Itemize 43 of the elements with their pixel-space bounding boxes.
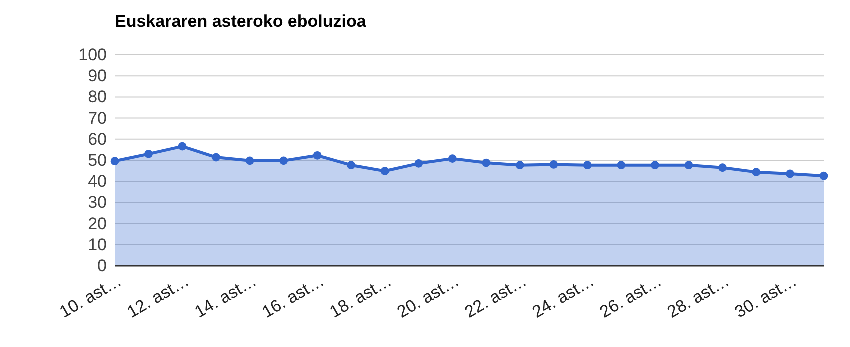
point	[482, 158, 491, 168]
point	[516, 161, 524, 170]
x-tick-label: 14. ast…	[192, 271, 260, 322]
x-tick-label: 20. ast…	[394, 271, 463, 322]
x-tick-label: 28. ast…	[664, 271, 733, 322]
point	[752, 168, 761, 177]
point	[583, 161, 592, 170]
point	[820, 172, 828, 180]
y-tick-label: 60	[88, 130, 107, 149]
point	[550, 160, 558, 169]
x-tick-label: 16. ast…	[259, 271, 328, 322]
x-tick-label: 12. ast…	[124, 271, 192, 322]
point	[347, 161, 356, 170]
point	[144, 150, 153, 158]
y-tick-label: 100	[78, 45, 107, 64]
point	[718, 164, 727, 172]
point	[786, 170, 794, 178]
y-tick-label: 70	[88, 108, 107, 128]
point	[246, 156, 254, 166]
y-tick-label: 50	[88, 150, 107, 170]
point	[380, 167, 390, 176]
point	[617, 161, 626, 170]
x-tick-label: 22. ast…	[462, 271, 530, 322]
y-tick-label: 30	[88, 193, 107, 212]
point	[280, 156, 288, 166]
x-tick-label: 26. ast…	[596, 271, 666, 322]
y-tick-label: 40	[88, 172, 107, 192]
x-tick-label: 18. ast…	[326, 271, 396, 322]
x-tick-label: 24. ast…	[529, 271, 598, 322]
y-tick-label: 20	[88, 214, 107, 234]
y-tick-label: 80	[88, 88, 107, 107]
point	[212, 153, 220, 162]
point	[650, 161, 660, 170]
y-tick-label: 10	[88, 235, 107, 254]
x-tick-label: 30. ast…	[732, 271, 800, 322]
y-tick-label: 90	[88, 66, 107, 86]
point	[684, 161, 694, 170]
point	[313, 151, 322, 160]
point	[178, 142, 187, 151]
point	[110, 157, 120, 166]
point	[448, 154, 457, 164]
chart-title: Euskararen asteroko eboluzioa	[115, 12, 367, 31]
point	[414, 159, 424, 168]
